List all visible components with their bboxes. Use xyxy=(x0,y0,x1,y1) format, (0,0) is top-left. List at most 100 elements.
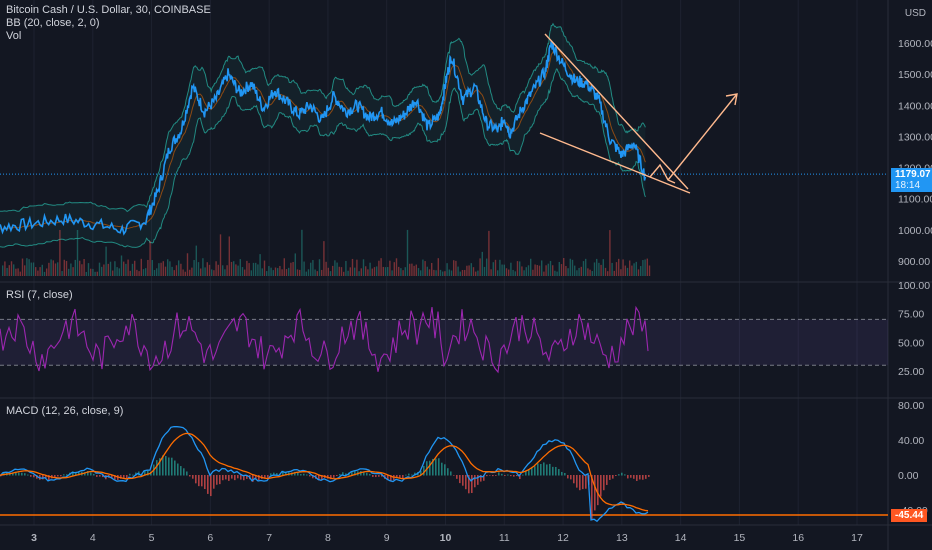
macd-histogram-bar xyxy=(231,475,233,479)
time-axis-label: 9 xyxy=(384,532,390,544)
volume-bar xyxy=(208,264,211,276)
volume-bar xyxy=(598,262,600,276)
volume-bar xyxy=(85,271,87,276)
volume-bar xyxy=(492,262,494,276)
volume-bar xyxy=(437,258,439,276)
volume-bar xyxy=(140,258,142,276)
volume-bar xyxy=(450,270,453,276)
volume-bar xyxy=(534,264,536,276)
volume-bar xyxy=(629,260,631,276)
volume-bar xyxy=(52,260,54,276)
volume-bar xyxy=(26,258,28,276)
volume-bar xyxy=(505,268,508,276)
volume-bar xyxy=(219,234,222,276)
volume-bar xyxy=(156,268,158,276)
macd-histogram-bar xyxy=(531,468,533,476)
volume-bar xyxy=(13,264,15,276)
macd-histogram-bar xyxy=(633,475,635,479)
volume-bar xyxy=(508,269,510,276)
volume-bar xyxy=(120,255,123,276)
macd-histogram-bar xyxy=(57,475,59,477)
volume-bar xyxy=(358,271,360,276)
volume-bar xyxy=(94,271,96,276)
volume-bar xyxy=(4,261,6,276)
volume-bar xyxy=(281,269,283,276)
volume-bar xyxy=(461,269,464,276)
macd-histogram-bar xyxy=(264,475,266,479)
macd-histogram-bar xyxy=(276,473,278,476)
macd-histogram-bar xyxy=(255,475,257,479)
macd-histogram-bar xyxy=(306,474,308,476)
macd-histogram-bar xyxy=(36,475,38,479)
volume-bar xyxy=(477,270,479,276)
time-axis-label: 3 xyxy=(31,532,37,544)
macd-last-badge: -45.44 xyxy=(891,509,928,522)
symbol-title[interactable]: Bitcoin Cash / U.S. Dollar, 30, COINBASE xyxy=(6,4,211,16)
volume-bar xyxy=(519,261,521,276)
price-axis-label: 1000.00 xyxy=(898,225,932,237)
macd-histogram-bar xyxy=(573,475,575,484)
macd-histogram-bar xyxy=(528,469,530,476)
volume-bar xyxy=(393,262,395,276)
volume-bar xyxy=(230,261,233,276)
symbol-legend[interactable]: Bitcoin Cash / U.S. Dollar, 30, COINBASE… xyxy=(6,4,211,43)
volume-bar xyxy=(257,264,259,276)
time-axis-label: 12 xyxy=(557,532,569,544)
volume-bar xyxy=(307,269,310,276)
macd-histogram-bar xyxy=(225,475,227,480)
volume-bar xyxy=(118,268,120,276)
macd-histogram-bar xyxy=(552,466,554,476)
volume-bar xyxy=(576,270,578,276)
vol-legend[interactable]: Vol xyxy=(6,30,22,42)
time-axis-label: 4 xyxy=(90,532,96,544)
volume-bar xyxy=(642,260,644,276)
macd-histogram-bar xyxy=(366,472,368,476)
macd-histogram-bar xyxy=(477,475,479,485)
volume-bar xyxy=(19,271,21,276)
macd-histogram-bar xyxy=(174,460,176,476)
macd-histogram-bar xyxy=(75,472,77,476)
macd-histogram-bar xyxy=(408,473,410,476)
macd-histogram-bar xyxy=(93,473,95,476)
macd-histogram-bar xyxy=(171,457,173,476)
volume-bar xyxy=(510,262,512,276)
volume-bar xyxy=(180,263,182,276)
volume-bar xyxy=(175,265,178,276)
macd-histogram-bar xyxy=(321,475,323,481)
volume-bar xyxy=(466,265,468,276)
volume-bar xyxy=(160,262,162,276)
volume-bar xyxy=(536,265,538,276)
macd-histogram-bar xyxy=(18,472,20,476)
bb-legend[interactable]: BB (20, close, 2, 0) xyxy=(6,17,100,29)
volume-bar xyxy=(380,258,382,276)
macd-histogram-bar xyxy=(567,475,569,479)
macd-histogram-bar xyxy=(258,475,260,481)
macd-histogram-bar xyxy=(618,474,620,476)
volume-bar xyxy=(404,267,406,276)
macd-legend[interactable]: MACD (12, 26, close, 9) xyxy=(6,405,124,417)
macd-histogram-bar xyxy=(129,473,131,476)
bb-upper-line xyxy=(0,22,646,213)
volume-bar xyxy=(556,271,558,276)
volume-bar xyxy=(428,269,431,276)
volume-bar xyxy=(283,258,285,276)
volume-bar xyxy=(46,268,48,276)
volume-bar xyxy=(541,260,543,276)
macd-histogram-bar xyxy=(192,475,194,479)
volume-bar xyxy=(571,259,574,276)
volume-bar xyxy=(349,267,351,276)
volume-bar xyxy=(314,269,316,276)
rsi-legend[interactable]: RSI (7, close) xyxy=(6,289,73,301)
macd-histogram-bar xyxy=(42,475,44,480)
macd-histogram-bar xyxy=(240,475,242,480)
volume-bar xyxy=(37,270,39,276)
volume-bar xyxy=(109,261,112,276)
volume-bar xyxy=(195,245,197,276)
volume-bar xyxy=(32,262,35,276)
volume-bar xyxy=(83,259,85,276)
volume-bar xyxy=(558,261,560,276)
volume-bar xyxy=(633,263,635,276)
volume-bar xyxy=(226,265,228,276)
